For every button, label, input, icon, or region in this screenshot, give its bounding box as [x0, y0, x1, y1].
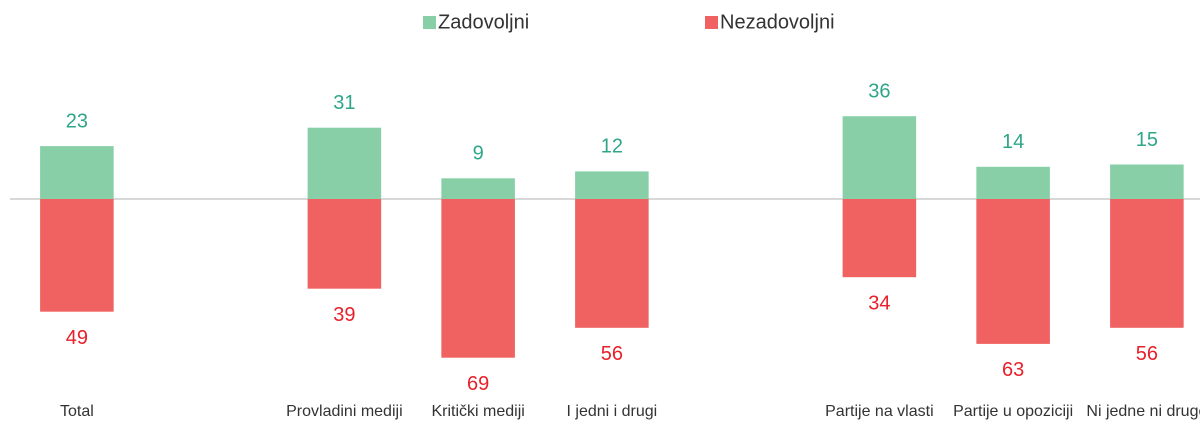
x-tick-label: Kritički mediji	[431, 403, 525, 420]
bar	[441, 178, 515, 199]
legend-swatch	[423, 16, 436, 29]
bar	[842, 199, 917, 278]
data-label: 49	[66, 327, 88, 349]
data-label: 15	[1136, 129, 1158, 151]
x-tick-label: Total	[59, 403, 94, 420]
bar	[575, 199, 649, 328]
data-label: 63	[1002, 359, 1024, 381]
legend-label: Zadovoljni	[438, 11, 529, 33]
data-label: 31	[333, 92, 355, 114]
x-tick-label: Provladini mediji	[286, 403, 403, 420]
legend-label: Nezadovoljni	[720, 11, 835, 33]
bar	[40, 199, 114, 312]
data-label: 14	[1002, 131, 1024, 153]
bar	[40, 146, 114, 199]
bar	[307, 199, 382, 289]
bar	[1110, 164, 1184, 199]
x-tick-label: Partije na vlasti	[825, 403, 934, 420]
bar	[575, 171, 649, 199]
x-tick-label: Ni jedne ni druge	[1086, 403, 1200, 420]
data-label: 56	[1136, 343, 1158, 365]
bar	[976, 199, 1050, 344]
bar	[842, 116, 917, 199]
data-label: 9	[473, 143, 484, 165]
x-tick-label: I jedni i drugi	[566, 403, 658, 420]
data-label: 34	[868, 292, 890, 314]
bar	[976, 166, 1050, 199]
x-tick-label: Partije u opoziciji	[953, 403, 1074, 420]
legend-swatch	[705, 16, 718, 29]
data-label: 12	[601, 136, 623, 158]
bar	[307, 127, 382, 199]
data-label: 69	[467, 373, 489, 395]
data-label: 56	[601, 343, 623, 365]
data-label: 39	[333, 304, 355, 326]
bar	[441, 199, 515, 358]
data-label: 36	[868, 80, 890, 102]
bar	[1110, 199, 1184, 328]
data-label: 23	[66, 110, 88, 132]
